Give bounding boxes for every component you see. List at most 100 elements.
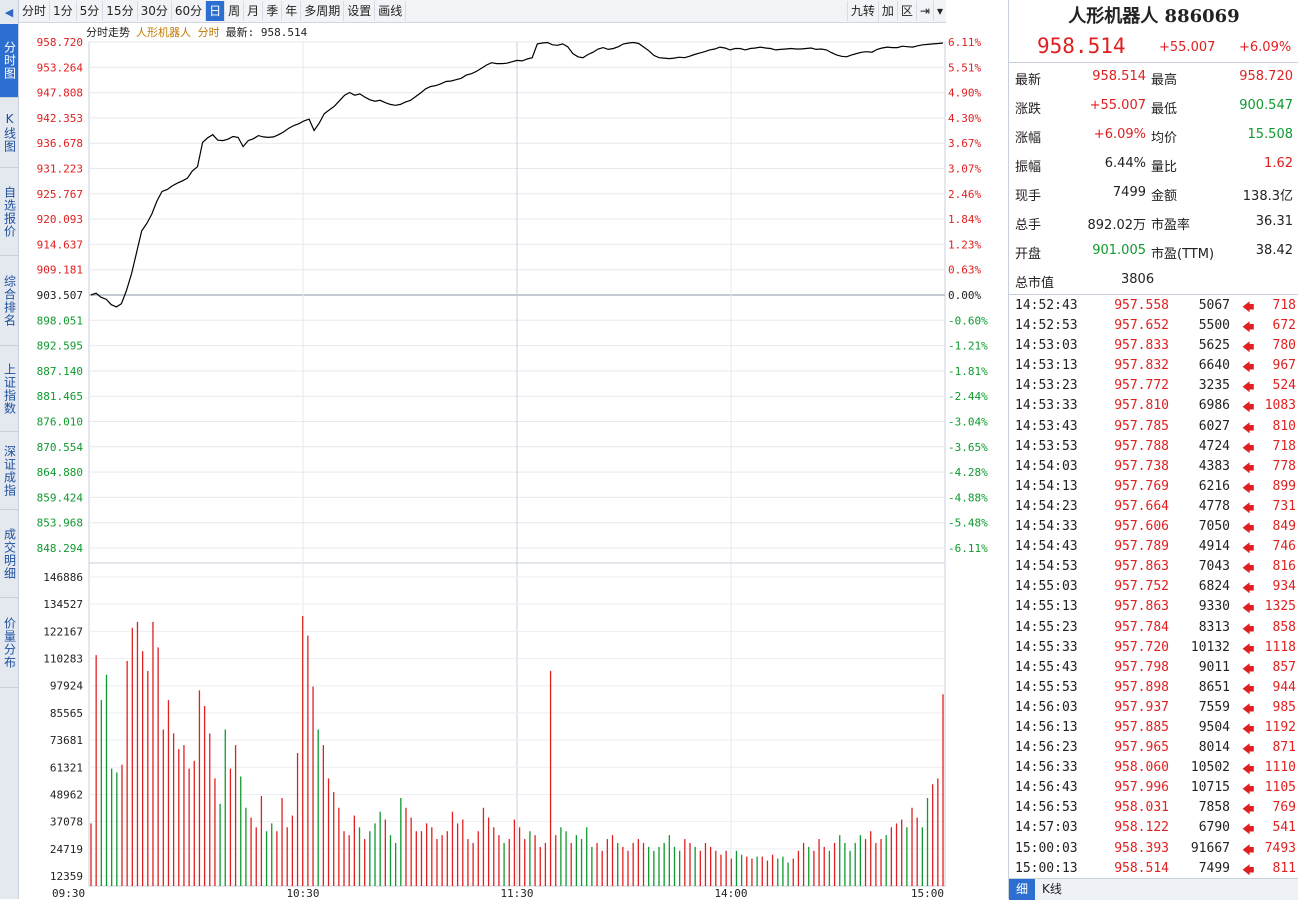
tick-volume: 6216 xyxy=(1198,478,1230,494)
tick-volume: 9330 xyxy=(1198,599,1230,615)
tick-row[interactable]: 14:53:43 957.785 6027 810 🡄 xyxy=(1009,417,1298,437)
tick-volume: 6640 xyxy=(1198,358,1230,374)
tick-row[interactable]: 14:53:13 957.832 6640 967 🡄 xyxy=(1009,356,1298,376)
tick-row[interactable]: 14:54:23 957.664 4778 731 🡄 xyxy=(1009,497,1298,517)
collapse-arrow-icon[interactable]: ◀ xyxy=(4,5,14,19)
tick-row[interactable]: 14:55:23 957.784 8313 858 🡄 xyxy=(1009,618,1298,638)
tick-price: 957.738 xyxy=(1114,458,1169,474)
period-button-2[interactable]: 5分 xyxy=(77,1,104,21)
quote-value: 900.547 xyxy=(1239,98,1293,113)
tick-row[interactable]: 14:56:03 957.937 7559 985 🡄 xyxy=(1009,698,1298,718)
tick-row[interactable]: 14:53:03 957.833 5625 780 🡄 xyxy=(1009,336,1298,356)
period-button-9[interactable]: 季 xyxy=(263,1,283,21)
intraday-chart[interactable]: 958.720 6.11% 953.264 5.51% 947.808 4.90% 942.… xyxy=(19,23,1007,899)
tick-time: 14:54:03 xyxy=(1015,458,1078,474)
tick-row[interactable]: 14:54:33 957.606 7050 849 🡄 xyxy=(1009,517,1298,537)
tick-row[interactable]: 14:54:03 957.738 4383 778 🡄 xyxy=(1009,457,1298,477)
tick-price: 957.898 xyxy=(1114,679,1169,695)
quote-row: 最新 958.514 最高 958.720 xyxy=(1009,63,1298,92)
period-button-6[interactable]: 日 xyxy=(206,1,226,21)
sidebar-tab-2[interactable]: 自选报价 xyxy=(0,168,18,256)
sell-arrow-icon: 🡄 xyxy=(1242,641,1255,656)
tick-row[interactable]: 14:55:53 957.898 8651 944 🡄 xyxy=(1009,678,1298,698)
toolbar-right-button-3[interactable]: ⇥ xyxy=(915,1,933,21)
tick-row[interactable]: 14:53:23 957.772 3235 524 🡄 xyxy=(1009,376,1298,396)
tick-price: 957.652 xyxy=(1114,318,1169,334)
period-button-3[interactable]: 15分 xyxy=(103,1,138,21)
quote-value: 3806 xyxy=(1121,272,1155,287)
tick-list[interactable]: 14:52:43 957.558 5067 718 🡄 14:52:53 957.652 55… xyxy=(1009,296,1298,879)
tick-row[interactable]: 14:56:53 958.031 7858 769 🡄 xyxy=(1009,798,1298,818)
quote-value: 958.514 xyxy=(1092,69,1146,84)
tick-row[interactable]: 14:55:13 957.863 9330 1325 🡄 xyxy=(1009,597,1298,617)
tick-row[interactable]: 15:00:13 958.514 7499 811 🡄 xyxy=(1009,859,1298,879)
tick-row[interactable]: 14:55:43 957.798 9011 857 🡄 xyxy=(1009,658,1298,678)
toolbar-right-button-0[interactable]: 九转 xyxy=(846,1,878,21)
panel-tab-0[interactable]: 细 xyxy=(1009,879,1036,900)
tick-price: 957.664 xyxy=(1114,498,1169,514)
quote-row: 总市值 3806 xyxy=(1009,266,1298,295)
period-button-8[interactable]: 月 xyxy=(244,1,264,21)
pct-tick-label: -0.60% xyxy=(948,314,988,327)
quote-value: +55.007 xyxy=(1089,98,1146,113)
toolbar-right-button-4[interactable]: ▾ xyxy=(932,1,946,21)
tick-count: 944 xyxy=(1272,679,1296,695)
tick-price: 957.789 xyxy=(1114,539,1169,555)
tick-row[interactable]: 15:00:03 958.393 91667 7493 🡄 xyxy=(1009,839,1298,859)
tick-row[interactable]: 14:56:43 957.996 10715 1105 🡄 xyxy=(1009,778,1298,798)
time-tick-label: 09:30 xyxy=(52,887,85,899)
sidebar-tab-6[interactable]: 成交明细 xyxy=(0,510,18,598)
period-button-11[interactable]: 多周期 xyxy=(301,1,345,21)
tick-volume: 5067 xyxy=(1198,298,1230,313)
tick-count: 811 xyxy=(1272,860,1296,876)
period-button-12[interactable]: 设置 xyxy=(344,1,376,21)
quote-row: 开盘 901.005 市盈(TTM) 38.42 xyxy=(1009,237,1298,266)
toolbar-right-button-1[interactable]: 加 xyxy=(877,1,897,21)
quote-row: 总手 892.02万 市盈率 36.31 xyxy=(1009,208,1298,237)
tick-price: 957.606 xyxy=(1114,519,1169,535)
tick-row[interactable]: 14:56:33 958.060 10502 1110 🡄 xyxy=(1009,758,1298,778)
sidebar-tab-4[interactable]: 上证指数 xyxy=(0,346,18,432)
tick-price: 957.965 xyxy=(1114,740,1169,756)
tick-price: 958.122 xyxy=(1114,820,1169,836)
price-tick-label: 920.093 xyxy=(37,213,83,226)
period-button-1[interactable]: 1分 xyxy=(50,1,77,21)
time-tick-label: 11:30 xyxy=(500,887,533,899)
tick-row[interactable]: 14:54:53 957.863 7043 816 🡄 xyxy=(1009,557,1298,577)
sidebar-tab-7[interactable]: 价量分布 xyxy=(0,598,18,688)
period-button-7[interactable]: 周 xyxy=(225,1,245,21)
divider xyxy=(1009,62,1298,63)
tick-volume: 6986 xyxy=(1198,398,1230,414)
period-button-5[interactable]: 60分 xyxy=(172,1,207,21)
tick-row[interactable]: 14:55:33 957.720 10132 1118 🡄 xyxy=(1009,638,1298,658)
period-button-13[interactable]: 画线 xyxy=(375,1,407,21)
tick-volume: 4778 xyxy=(1198,498,1230,514)
tick-row[interactable]: 14:56:13 957.885 9504 1192 🡄 xyxy=(1009,718,1298,738)
sidebar-tab-1[interactable]: K线图 xyxy=(0,98,18,168)
tick-row[interactable]: 14:56:23 957.965 8014 871 🡄 xyxy=(1009,738,1298,758)
tick-row[interactable]: 14:54:43 957.789 4914 746 🡄 xyxy=(1009,537,1298,557)
period-button-4[interactable]: 30分 xyxy=(138,1,172,21)
sidebar-tab-0[interactable]: 分时图 xyxy=(0,24,18,98)
toolbar-right-button-2[interactable]: 区 xyxy=(896,1,916,21)
quote-value: 138.3亿 xyxy=(1242,189,1293,204)
period-button-0[interactable]: 分时 xyxy=(19,1,51,21)
sidebar-tab-3[interactable]: 综合排名 xyxy=(0,256,18,346)
tick-row[interactable]: 14:57:03 958.122 6790 541 🡄 xyxy=(1009,818,1298,838)
panel-tab-1[interactable]: K线 xyxy=(1042,882,1062,896)
sell-arrow-icon: 🡄 xyxy=(1242,541,1255,556)
tick-row[interactable]: 14:52:43 957.558 5067 718 🡄 xyxy=(1009,296,1298,316)
tick-row[interactable]: 14:53:33 957.810 6986 1083 🡄 xyxy=(1009,396,1298,416)
tick-count: 934 xyxy=(1272,579,1296,595)
tick-row[interactable]: 14:52:53 957.652 5500 672 🡄 xyxy=(1009,316,1298,336)
tick-row[interactable]: 14:55:03 957.752 6824 934 🡄 xyxy=(1009,577,1298,597)
period-button-10[interactable]: 年 xyxy=(282,1,302,21)
tick-time: 14:56:13 xyxy=(1015,719,1078,735)
tick-time: 14:55:23 xyxy=(1015,619,1078,635)
tick-row[interactable]: 14:54:13 957.769 6216 899 🡄 xyxy=(1009,477,1298,497)
volume-tick-label: 61321 xyxy=(50,761,83,774)
quote-value: 38.42 xyxy=(1255,243,1293,258)
toolbar-right-buttons: 九转加区 ⇥ ▾ xyxy=(846,0,946,22)
sidebar-tab-5[interactable]: 深证成指 xyxy=(0,432,18,510)
tick-row[interactable]: 14:53:53 957.788 4724 718 🡄 xyxy=(1009,437,1298,457)
